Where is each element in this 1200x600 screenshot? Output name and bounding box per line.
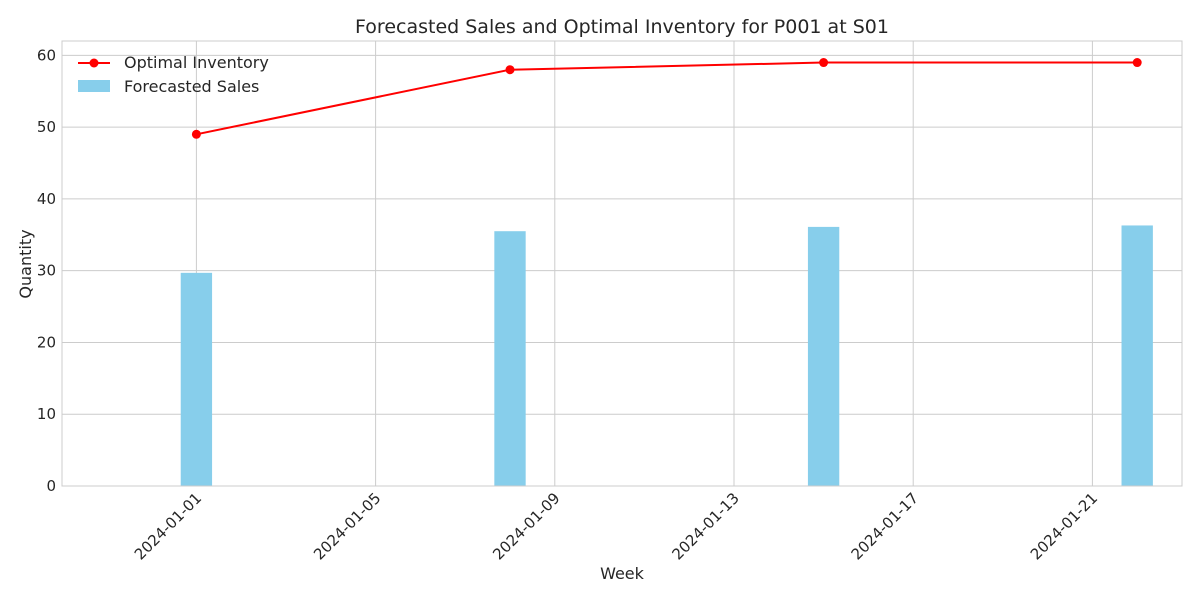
- bar-forecasted-sales: [807, 226, 840, 487]
- point-optimal-inventory: [191, 129, 201, 139]
- legend: Optimal Inventory Forecasted Sales: [78, 53, 269, 96]
- y-tick-label: 30: [37, 262, 56, 280]
- legend-line-marker: [89, 58, 99, 68]
- y-tick-label: 40: [37, 190, 56, 208]
- y-tick-label: 20: [37, 333, 56, 351]
- point-optimal-inventory: [819, 58, 829, 68]
- bar-forecasted-sales: [1121, 225, 1153, 487]
- bars: [180, 225, 1153, 487]
- grid: [62, 41, 1182, 487]
- bar-forecasted-sales: [494, 231, 526, 486]
- line-series: [191, 58, 1142, 139]
- x-axis-label: Week: [600, 564, 645, 583]
- y-tick-label: 50: [37, 118, 56, 136]
- y-tick-label: 10: [37, 405, 56, 423]
- line-optimal-inventory: [196, 61, 1138, 136]
- y-axis: 0 10 20 30 40 50 60: [37, 46, 56, 495]
- x-axis: 2024-01-01 2024-01-05 2024-01-09 2024-01-13…: [131, 489, 1101, 563]
- y-tick-label: 0: [46, 477, 56, 495]
- x-tick-label: 2024-01-13: [668, 489, 742, 563]
- plot-frame: [61, 40, 1183, 487]
- y-tick-label: 60: [37, 46, 56, 64]
- legend-bar-swatch: [78, 80, 110, 92]
- x-tick-label: 2024-01-05: [310, 489, 384, 563]
- point-optimal-inventory: [505, 65, 515, 75]
- point-optimal-inventory: [1132, 58, 1142, 68]
- plot-area: [61, 40, 1183, 487]
- x-tick-label: 2024-01-09: [489, 489, 563, 563]
- y-axis-label: Quantity: [16, 229, 35, 298]
- bar-forecasted-sales: [180, 272, 213, 486]
- x-tick-label: 2024-01-01: [131, 489, 205, 563]
- x-tick-label: 2024-01-17: [848, 489, 922, 563]
- legend-label-optimal-inventory: Optimal Inventory: [124, 53, 269, 72]
- chart-title: Forecasted Sales and Optimal Inventory f…: [355, 16, 889, 38]
- legend-label-forecasted-sales: Forecasted Sales: [124, 77, 259, 96]
- x-tick-label: 2024-01-21: [1027, 489, 1101, 563]
